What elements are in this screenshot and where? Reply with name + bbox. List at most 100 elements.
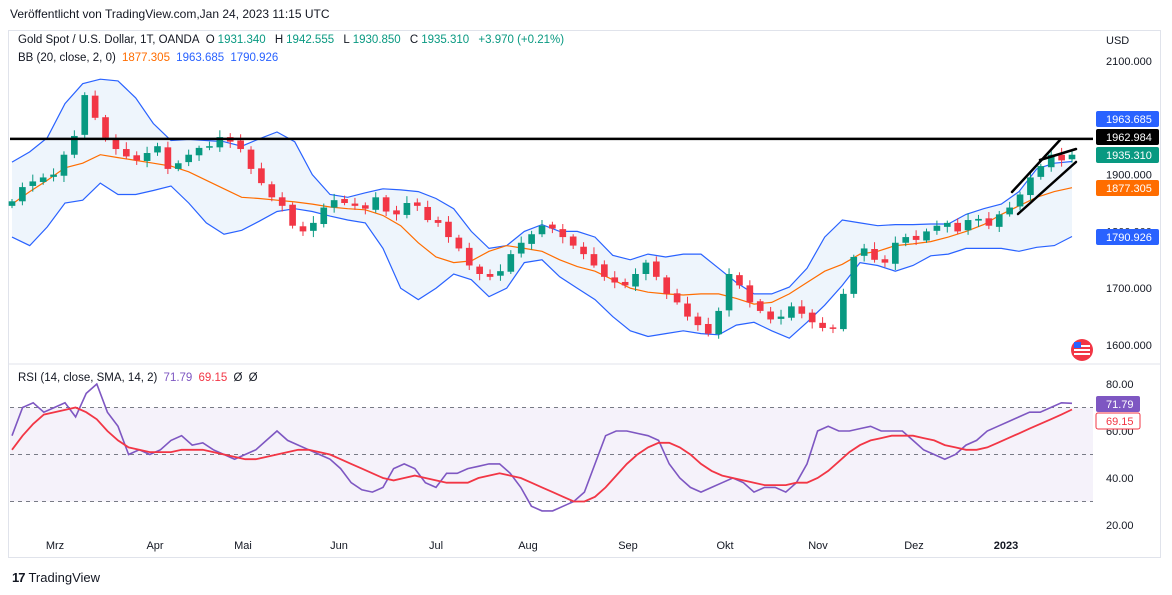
price-tag: 1790.926 bbox=[1096, 229, 1159, 245]
candle bbox=[767, 306, 774, 324]
rsi-tag: 71.79 bbox=[1096, 396, 1140, 412]
candle bbox=[902, 233, 910, 247]
candle bbox=[1016, 191, 1024, 211]
rsi-name: RSI (14, close, SMA, 14, 2) bbox=[18, 372, 158, 384]
candle bbox=[133, 151, 141, 165]
flag-icon[interactable] bbox=[1071, 339, 1093, 361]
candle bbox=[611, 271, 619, 289]
candle-body bbox=[476, 266, 483, 274]
candle bbox=[424, 200, 432, 223]
candle bbox=[549, 221, 556, 234]
candle bbox=[362, 202, 369, 215]
hide-icon[interactable]: Ø bbox=[248, 372, 258, 384]
candle-body bbox=[995, 214, 1003, 227]
candle-body bbox=[268, 184, 276, 198]
candle bbox=[798, 300, 806, 319]
candle bbox=[268, 181, 276, 202]
candle-body bbox=[808, 312, 816, 323]
price-tag-label: 1877.305 bbox=[1106, 183, 1152, 195]
candle-body bbox=[362, 205, 369, 209]
candle-body bbox=[403, 203, 411, 215]
tradingview-logo-icon: 17 bbox=[12, 570, 26, 585]
candle-body bbox=[1068, 154, 1076, 160]
candle bbox=[486, 269, 494, 281]
candle bbox=[455, 234, 463, 252]
candle-body bbox=[975, 218, 982, 221]
bb-upper-value: 1963.685 bbox=[176, 52, 225, 64]
candle-body bbox=[112, 138, 120, 150]
candle-body bbox=[601, 264, 608, 277]
candle bbox=[1037, 163, 1045, 180]
candle-body bbox=[954, 222, 962, 232]
candle bbox=[497, 264, 504, 281]
rsi-tag-label: 71.79 bbox=[1106, 399, 1134, 411]
candle bbox=[933, 220, 941, 235]
bb-legend[interactable]: BB (20, close, 2, 0) 1877.305 1963.685 1… bbox=[18, 52, 281, 64]
candle bbox=[29, 174, 37, 192]
price-tick-label: 1600.000 bbox=[1106, 340, 1152, 352]
tradingview-logo[interactable]: 17 TradingView bbox=[12, 570, 100, 585]
candle bbox=[954, 218, 962, 235]
candle-body bbox=[372, 197, 380, 210]
published-by-text: Veröffentlicht von TradingView.com,Jan 2… bbox=[10, 7, 330, 21]
candle-body bbox=[860, 248, 868, 256]
candle bbox=[445, 216, 452, 243]
close-value: C 1935.310 bbox=[409, 34, 470, 46]
candle bbox=[663, 275, 671, 299]
candle bbox=[1068, 150, 1076, 163]
candle bbox=[569, 234, 577, 250]
candle bbox=[850, 254, 858, 298]
time-tick-label: Mrz bbox=[46, 540, 64, 552]
candle bbox=[632, 268, 639, 292]
candle-body bbox=[559, 229, 567, 238]
candle bbox=[746, 280, 754, 308]
candle-body bbox=[642, 262, 650, 274]
candle bbox=[393, 205, 400, 221]
rsi-legend[interactable]: RSI (14, close, SMA, 14, 2) 71.79 69.15 … bbox=[18, 372, 261, 384]
price-pane: USD2100.0001900.0001800.0001700.0001600.… bbox=[8, 35, 1159, 361]
candle-body bbox=[673, 293, 681, 303]
price-tick-label: 1900.000 bbox=[1106, 170, 1152, 182]
currency-label: USD bbox=[1106, 35, 1129, 47]
symbol-legend[interactable]: Gold Spot / U.S. Dollar, 1T, OANDA O 1931… bbox=[18, 34, 567, 46]
candle-body bbox=[1037, 166, 1045, 177]
candle bbox=[715, 307, 722, 339]
candle bbox=[237, 134, 244, 153]
candle-body bbox=[1058, 154, 1065, 161]
candle bbox=[1047, 150, 1055, 172]
candle bbox=[652, 256, 660, 281]
candle bbox=[995, 210, 1003, 232]
candle-body bbox=[892, 242, 899, 264]
candle bbox=[860, 243, 868, 262]
candle bbox=[195, 145, 203, 161]
candle-body bbox=[507, 254, 515, 272]
candle bbox=[642, 259, 650, 281]
price-tag: 1962.984 bbox=[1096, 129, 1159, 145]
candle-body bbox=[611, 277, 619, 283]
candle-body bbox=[746, 285, 754, 303]
candle bbox=[923, 228, 930, 243]
rsi-tag: 69.15 bbox=[1095, 412, 1141, 430]
candle-body bbox=[881, 259, 889, 263]
hide-icon[interactable]: Ø bbox=[233, 372, 243, 384]
candle bbox=[590, 247, 598, 268]
candle-body bbox=[777, 316, 785, 319]
time-tick-label: Jun bbox=[330, 540, 348, 552]
rsi-tick-label: 80.00 bbox=[1106, 379, 1134, 391]
candle-body bbox=[102, 117, 109, 138]
candle-body bbox=[465, 247, 473, 266]
candle bbox=[289, 202, 296, 229]
candle bbox=[154, 142, 161, 156]
candle-body bbox=[694, 316, 702, 326]
candle-body bbox=[840, 293, 847, 330]
candle-body bbox=[1006, 207, 1013, 215]
candle bbox=[50, 168, 57, 182]
price-tag: 1935.310 bbox=[1096, 147, 1159, 163]
candle bbox=[372, 192, 380, 213]
price-tag-label: 1963.685 bbox=[1106, 114, 1152, 126]
candle bbox=[19, 182, 26, 206]
candle bbox=[881, 255, 889, 268]
candle-body bbox=[829, 327, 837, 329]
